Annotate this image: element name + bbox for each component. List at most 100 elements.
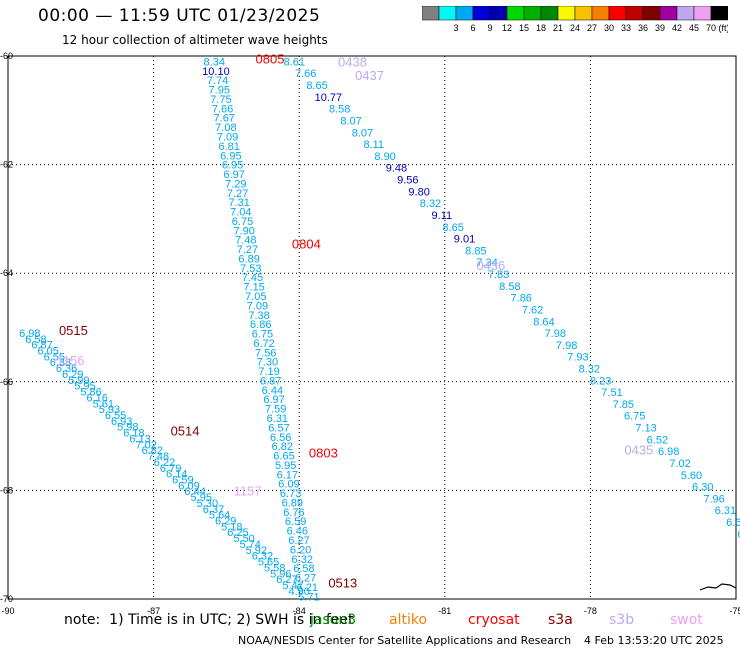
wave-height-label: 7.67 [214, 113, 235, 125]
wave-height-label: 7.09 [217, 131, 238, 143]
wave-height-label: 6.79 [160, 463, 181, 475]
wave-height-label: 4.90 [288, 586, 309, 598]
pass-time-label: 0515 [59, 323, 88, 338]
wave-height-label: 6.31 [715, 505, 736, 517]
wave-height-label: 7.51 [601, 387, 622, 399]
scale-tick-label: 27 [587, 23, 597, 33]
pass-time-label: 0803 [309, 445, 338, 460]
wave-height-label: 6.59 [172, 474, 193, 486]
lon-tick-label: -81 [438, 606, 451, 616]
wave-height-label: 6.37 [203, 504, 224, 516]
legend-sat-s3b: s3b [609, 612, 635, 628]
wave-height-label: 6.05 [37, 346, 58, 358]
credit-line: NOAA/NESDIS Center for Satellite Applica… [238, 634, 572, 647]
wave-height-label: 6.82 [142, 445, 163, 457]
wave-height-label: 5.95 [74, 381, 95, 393]
lat-tick-label: -62 [0, 160, 13, 170]
wave-height-label: 6.89 [238, 253, 259, 265]
wave-height-label: 9.11 [432, 210, 453, 222]
wave-height-label: 6.27 [276, 574, 297, 586]
wave-height-label: 6.09 [178, 480, 199, 492]
wave-height-label: 5.50 [233, 533, 254, 545]
wave-height-label: 6.76 [283, 507, 304, 519]
wave-height-label: 7.05 [245, 291, 266, 303]
wave-height-label: 6.31 [267, 413, 288, 425]
wave-height-label: 7.19 [258, 366, 279, 378]
scale-tick-label: 33 [621, 23, 631, 33]
wave-height-label: 6.29 [62, 369, 83, 381]
wave-height-label: 7.85 [613, 399, 634, 411]
legend-sat-jason3: jason3 [310, 612, 357, 628]
wave-height-label: 8.58 [329, 104, 350, 116]
scale-tick-label: 9 [487, 23, 492, 33]
lat-tick-label: -68 [0, 485, 13, 495]
wave-height-label: 6.13 [129, 433, 150, 445]
wave-height-label: 6.58 [25, 334, 46, 346]
lat-tick-label: -64 [0, 268, 13, 278]
lon-tick-label: -84 [293, 606, 306, 616]
wave-height-label: 5.61 [93, 398, 114, 410]
wave-height-label: 6.36 [56, 363, 77, 375]
wave-height-label: 6.52 [647, 434, 668, 446]
wave-height-label: 5.93 [99, 404, 120, 416]
wave-height-label: 7.08 [215, 122, 236, 134]
wave-height-label: 6.89 [282, 497, 303, 509]
wave-height-label: 6.73 [280, 488, 301, 500]
wave-height-label: 6.21 [297, 582, 318, 594]
wave-height-label: 7.02 [135, 439, 156, 451]
wave-height-label: 8.90 [374, 151, 395, 163]
wave-height-label: 8.64 [533, 316, 554, 328]
wave-height-label: 6.81 [737, 529, 740, 541]
wave-height-label: 7.15 [243, 282, 264, 294]
scale-tick-label: 18 [536, 23, 546, 33]
map-frame [7, 55, 737, 600]
wave-height-label: 5.71 [298, 591, 319, 603]
generated-timestamp: 4 Feb 13:53:20 UTC 2025 [584, 634, 724, 647]
wave-height-label: 5.65 [258, 557, 279, 569]
scale-tick-label: 45 [689, 23, 699, 33]
wave-height-label: 9.56 [397, 175, 418, 187]
wave-height-label: 5.30 [197, 498, 218, 510]
legend-sat-cryosat: cryosat [468, 612, 520, 628]
wave-height-label: 6.93 [111, 416, 132, 428]
scale-unit-label: (ft) [719, 23, 729, 33]
wave-height-label: 5.47 [282, 580, 303, 592]
wave-height-label: 6.55 [105, 410, 126, 422]
lat-tick-label: -66 [0, 377, 13, 387]
wave-height-label: 6.75 [252, 329, 273, 341]
wave-height-label: 6.56 [270, 432, 291, 444]
wave-height-label: 9.48 [386, 163, 407, 175]
wave-height-label: 6.98 [658, 446, 679, 458]
wave-height-label: 6.30 [692, 482, 713, 494]
wave-height-label: 8.07 [340, 115, 361, 127]
legend-sat-s3a: s3a [548, 612, 573, 628]
pass-time-label: 0436 [476, 258, 505, 273]
wave-height-label: 7.27 [227, 188, 248, 200]
lon-tick-label: -78 [584, 606, 597, 616]
wave-height-label: 5.86 [80, 387, 101, 399]
coastline [699, 583, 737, 591]
wave-height-label: 6.60 [726, 517, 740, 529]
wave-height-label: 5.64 [209, 510, 230, 522]
wave-height-label: 6.44 [184, 486, 205, 498]
wave-height-label: 7.48 [235, 235, 256, 247]
wave-height-label: 6.09 [278, 479, 299, 491]
wave-height-label: 5.18 [221, 521, 242, 533]
scale-tick-label: 21 [553, 23, 563, 33]
wave-height-label: 8.65 [442, 222, 463, 234]
scale-tick-label: 39 [655, 23, 665, 33]
wave-height-label: 7.74 [207, 75, 228, 87]
chart-subtitle: 12 hour collection of altimeter wave hei… [62, 33, 328, 47]
wave-height-label: 7.38 [248, 310, 269, 322]
legend-sat-altiko: altiko [389, 612, 428, 628]
wave-height-label: 6.18 [123, 428, 144, 440]
wave-height-label: 6.58 [293, 563, 314, 575]
pass-time-label: 1156 [57, 353, 85, 368]
wave-height-label: 6.87 [260, 375, 281, 387]
wave-height-label: 5.92 [246, 545, 267, 557]
wave-height-label: 6.57 [268, 422, 289, 434]
wave-height-label: 6.95 [220, 150, 241, 162]
wave-height-label: 7.96 [703, 493, 724, 505]
wave-height-label: 5.95 [275, 460, 296, 472]
